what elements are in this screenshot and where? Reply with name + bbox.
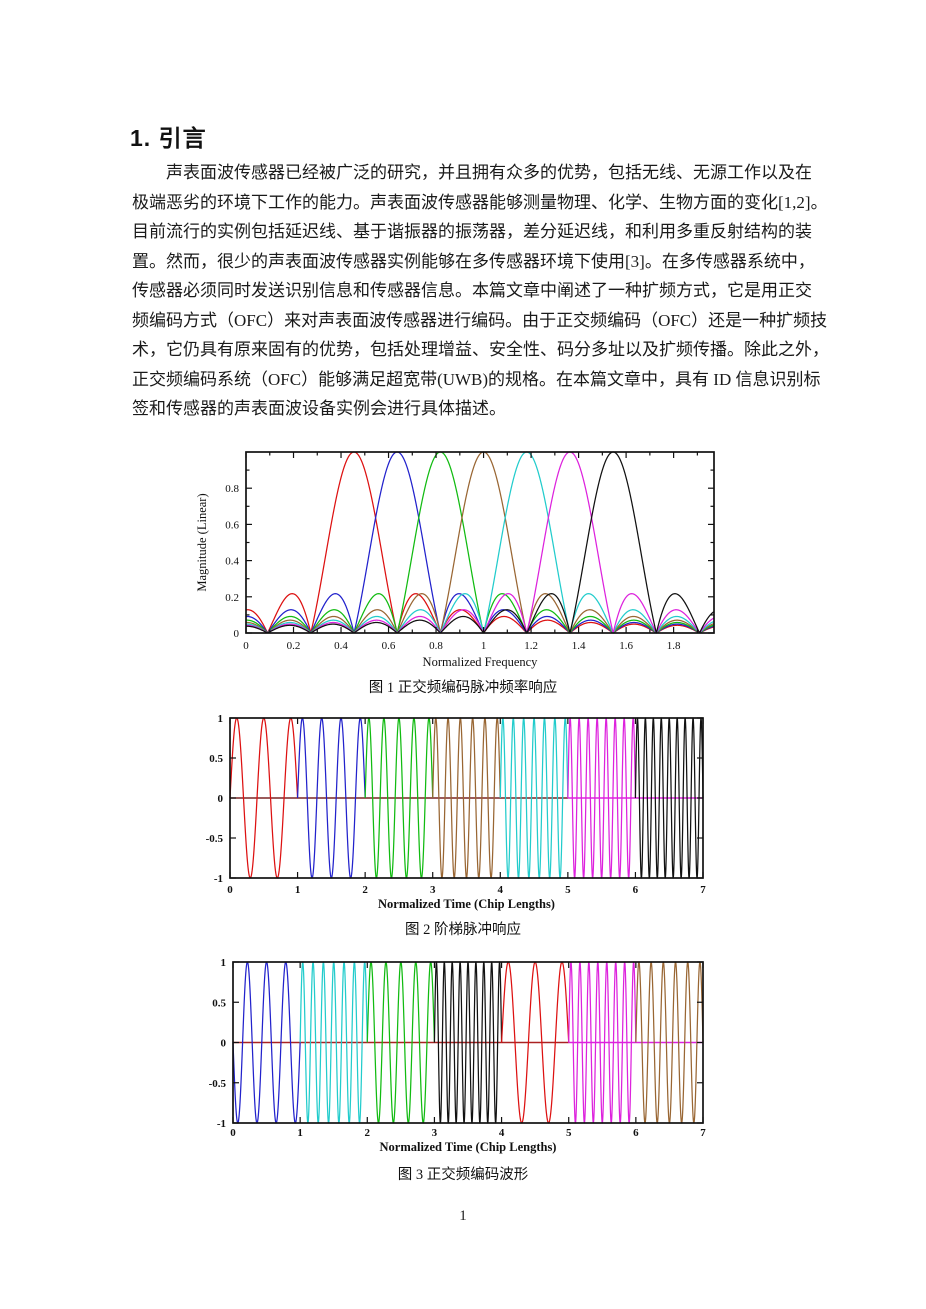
svg-text:2: 2: [365, 1127, 371, 1139]
page-number: 1: [459, 1208, 467, 1224]
paragraph-line: 正交频编码系统（OFC）能够满足超宽带(UWB)的规格。在本篇文章中，具有 ID…: [132, 369, 821, 389]
ofc-waveform-chart: 0 1 2 3 4 5 6 7 1 0.5 0 -0.5 -1 Normalized Time (Chip…: [209, 957, 707, 1154]
svg-text:1.8: 1.8: [667, 640, 681, 652]
svg-text:7: 7: [700, 884, 706, 896]
svg-text:0: 0: [234, 628, 240, 640]
section-heading: 1. 引言: [130, 125, 207, 151]
svg-text:6: 6: [633, 884, 639, 896]
paragraph-line: 置。然而，很少的声表面波传感器实例能够在多传感器环境下使用[3]。在多传感器系统…: [132, 251, 815, 271]
paragraph-line: 极端恶劣的环境下工作的能力。声表面波传感器能够测量物理、化学、生物方面的变化[1…: [132, 192, 828, 212]
svg-text:0.2: 0.2: [225, 592, 239, 604]
svg-text:0.8: 0.8: [225, 483, 239, 495]
paragraph-line: 传感器必须同时发送识别信息和传感器信息。本篇文章中阐述了一种扩频方式，它是用正交: [132, 281, 812, 300]
svg-text:4: 4: [498, 884, 504, 896]
svg-text:0.4: 0.4: [225, 556, 239, 568]
svg-text:1: 1: [218, 713, 224, 725]
svg-text:0.5: 0.5: [209, 753, 223, 765]
svg-text:Magnitude (Linear): Magnitude (Linear): [195, 493, 209, 591]
figure-2: 0 1 2 3 4 5 6 7 1 0.5 0 -0.5 -1 Normalized Time (Chip…: [184, 708, 724, 925]
paragraph-line: 术，它仍具有原来固有的优势，包括处理增益、安全性、码分多址以及扩频传播。除此之外…: [132, 340, 829, 359]
svg-text:1: 1: [481, 640, 487, 652]
svg-text:3: 3: [432, 1127, 438, 1139]
svg-text:0.5: 0.5: [212, 997, 226, 1009]
ofc-frequency-response-chart: 0 0.2 0.4 0.6 0.8 1 1.2 1.4 1.6 1.8 0 0.2 0.4 0.6 0.8 N…: [195, 451, 715, 669]
svg-text:3: 3: [430, 884, 436, 896]
figure-3-caption: 图 3 正交频编码波形: [397, 1167, 529, 1183]
svg-text:4: 4: [499, 1127, 505, 1139]
svg-text:1.2: 1.2: [524, 640, 538, 652]
svg-text:0: 0: [218, 793, 224, 805]
svg-text:0: 0: [221, 1038, 227, 1050]
svg-text:1: 1: [297, 1127, 303, 1139]
svg-text:1: 1: [221, 957, 227, 969]
svg-text:0.6: 0.6: [225, 519, 239, 531]
svg-text:5: 5: [566, 1127, 572, 1139]
svg-text:1.4: 1.4: [572, 640, 586, 652]
figure-2-caption: 图 2 阶梯脉冲响应: [405, 922, 521, 938]
svg-text:0.4: 0.4: [334, 640, 348, 652]
svg-text:-1: -1: [217, 1118, 226, 1130]
svg-text:0.8: 0.8: [429, 640, 443, 652]
paragraph-line: 目前流行的实例包括延迟线、基于谐振器的振荡器，差分延迟线，和利用多重反射结构的装: [132, 222, 812, 241]
svg-text:Normalized Frequency: Normalized Frequency: [423, 655, 539, 669]
paragraph-line: 频编码方式（OFC）来对声表面波传感器进行编码。由于正交频编码（OFC）还是一种…: [132, 310, 828, 330]
svg-text:6: 6: [633, 1127, 639, 1139]
figure-1: 0 0.2 0.4 0.6 0.8 1 1.2 1.4 1.6 1.8 0 0.2 0.4 0.6 0.8 N…: [182, 440, 734, 685]
svg-text:2: 2: [362, 884, 368, 896]
svg-text:1.6: 1.6: [619, 640, 633, 652]
svg-text:5: 5: [565, 884, 571, 896]
svg-text:-0.5: -0.5: [206, 833, 224, 845]
intro-paragraph: 声表面波传感器已经被广泛的研究，并且拥有众多的优势，包括无线、无源工作以及在 极…: [132, 158, 829, 424]
svg-text:-1: -1: [214, 873, 223, 885]
svg-text:0: 0: [243, 640, 249, 652]
svg-text:0.2: 0.2: [287, 640, 301, 652]
svg-text:-0.5: -0.5: [209, 1078, 227, 1090]
svg-text:0.6: 0.6: [382, 640, 396, 652]
paragraph-line: 签和传感器的声表面波设备实例会进行具体描述。: [132, 399, 506, 418]
svg-text:Normalized Time (Chip Lengths): Normalized Time (Chip Lengths): [378, 897, 555, 911]
svg-text:1: 1: [295, 884, 301, 896]
svg-text:Normalized Time (Chip Lengths): Normalized Time (Chip Lengths): [380, 1140, 557, 1154]
stepped-chirp-chart: 0 1 2 3 4 5 6 7 1 0.5 0 -0.5 -1 Normalized Time (Chip…: [206, 713, 707, 911]
svg-text:0: 0: [230, 1127, 236, 1139]
figure-1-caption: 图 1 正交频编码脉冲频率响应: [368, 680, 558, 696]
svg-text:7: 7: [700, 1127, 706, 1139]
svg-text:0: 0: [227, 884, 233, 896]
paragraph-line: 声表面波传感器已经被广泛的研究，并且拥有众多的优势，包括无线、无源工作以及在: [166, 163, 812, 182]
figure-3: 0 1 2 3 4 5 6 7 1 0.5 0 -0.5 -1 Normalized Time (Chip…: [187, 952, 727, 1169]
